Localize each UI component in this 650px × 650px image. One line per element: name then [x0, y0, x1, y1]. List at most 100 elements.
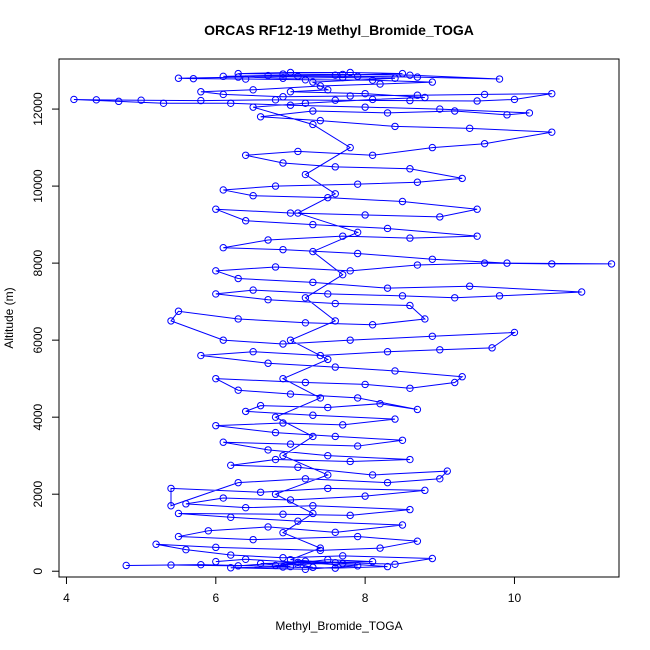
data-point: [607, 260, 616, 268]
data-point: [331, 317, 339, 325]
y-tick-label: 8000: [31, 249, 45, 276]
data-point: [346, 68, 354, 77]
data-point: [436, 475, 444, 483]
data-point: [398, 436, 407, 444]
data-point: [301, 319, 310, 327]
data-point: [122, 561, 130, 570]
data-point: [383, 284, 392, 292]
data-point: [443, 467, 451, 475]
data-point: [339, 421, 347, 429]
data-point: [159, 99, 168, 107]
data-point: [331, 71, 339, 79]
series-layer: [70, 68, 616, 573]
data-point: [331, 96, 339, 104]
data-point: [331, 564, 339, 572]
data-point: [271, 413, 280, 421]
data-point: [294, 517, 302, 525]
data-point: [473, 97, 481, 105]
data-point: [249, 286, 257, 294]
data-point: [346, 143, 354, 152]
data-point: [234, 315, 242, 323]
data-point: [227, 564, 235, 572]
data-point: [316, 116, 325, 125]
data-point: [361, 211, 369, 219]
data-point: [294, 560, 302, 568]
data-point: [234, 478, 242, 487]
data-point: [279, 510, 287, 518]
y-tick-label: 10000: [31, 169, 45, 203]
data-point: [174, 509, 183, 518]
x-tick-label: 10: [508, 591, 522, 605]
data-point: [458, 373, 466, 381]
data-point: [227, 551, 235, 559]
data-point: [428, 332, 437, 340]
data-point: [577, 288, 586, 296]
data-point: [286, 496, 295, 504]
data-point: [286, 336, 295, 344]
data-point: [234, 274, 242, 283]
data-point: [339, 270, 347, 279]
data-point: [279, 159, 287, 167]
data-point: [383, 562, 392, 571]
data-point: [503, 259, 511, 267]
data-point: [256, 113, 265, 121]
data-point: [331, 363, 339, 371]
data-point: [316, 351, 325, 360]
data-point: [189, 74, 198, 83]
data-point: [212, 557, 220, 566]
data-point: [391, 74, 399, 82]
data-point: [219, 244, 227, 252]
data-point: [294, 558, 302, 567]
data-point: [383, 478, 392, 487]
data-point: [241, 75, 250, 83]
data-point: [331, 528, 339, 537]
data-point: [421, 93, 429, 102]
data-point: [182, 500, 190, 508]
data-point: [249, 535, 257, 544]
data-point: [301, 170, 310, 179]
data-point: [241, 217, 250, 225]
data-point: [279, 340, 287, 348]
data-point: [465, 124, 474, 133]
data-point: [406, 301, 414, 310]
data-point: [331, 559, 339, 567]
data-point: [316, 82, 325, 90]
data-point: [70, 95, 78, 104]
data-point: [115, 97, 123, 106]
data-point: [361, 103, 369, 111]
data-point: [279, 563, 287, 571]
data-point: [428, 78, 437, 86]
data-point: [309, 278, 317, 287]
data-point: [324, 193, 332, 202]
data-point: [309, 247, 317, 256]
data-point: [234, 386, 242, 394]
data-point: [383, 224, 392, 233]
data-point: [480, 259, 489, 267]
data-point: [480, 90, 489, 99]
data-point: [279, 374, 287, 383]
data-point: [234, 69, 242, 78]
data-point: [174, 532, 183, 541]
data-point: [212, 543, 220, 552]
data-point: [353, 394, 362, 402]
data-point: [264, 359, 272, 367]
data-point: [339, 552, 347, 560]
data-point: [241, 555, 250, 563]
data-point: [197, 560, 205, 569]
data-point: [264, 236, 272, 244]
data-point: [309, 411, 317, 419]
data-point: [525, 109, 534, 117]
data-point: [376, 399, 384, 408]
data-point: [309, 432, 317, 441]
data-point: [413, 261, 422, 269]
data-point: [346, 267, 354, 275]
data-point: [421, 315, 429, 323]
data-point: [353, 562, 362, 570]
data-point: [436, 346, 444, 354]
data-point: [324, 86, 332, 94]
data-point: [219, 186, 227, 194]
data-point: [346, 336, 354, 344]
data-point: [197, 96, 205, 105]
data-point: [353, 72, 362, 81]
data-point: [548, 128, 556, 136]
